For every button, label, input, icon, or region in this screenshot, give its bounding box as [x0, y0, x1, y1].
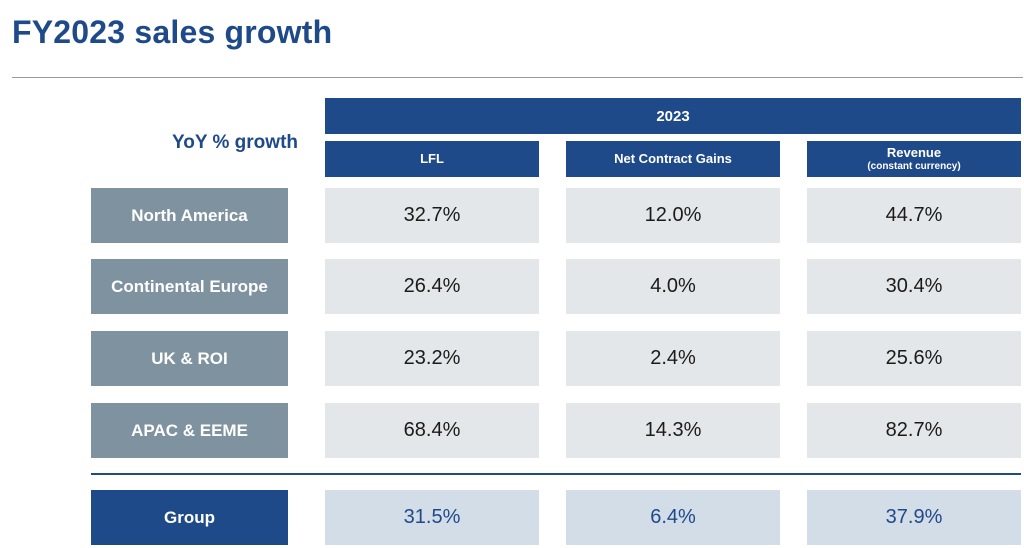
table-cell: 82.7%	[807, 403, 1021, 458]
page-title: FY2023 sales growth	[12, 14, 333, 50]
group-cell: 6.4%	[566, 490, 780, 545]
column-header-lfl: LFL	[325, 141, 539, 177]
group-cell: 31.5%	[325, 490, 539, 545]
year-header: 2023	[325, 98, 1021, 134]
table-cell: 26.4%	[325, 259, 539, 314]
row-label-uk-roi: UK & ROI	[91, 331, 288, 386]
column-header-net-contract-gains: Net Contract Gains	[566, 141, 780, 177]
table-cell: 68.4%	[325, 403, 539, 458]
table-cell: 25.6%	[807, 331, 1021, 386]
column-header-label: LFL	[420, 150, 444, 166]
column-header-revenue: Revenue (constant currency)	[807, 141, 1021, 177]
row-label-continental-europe: Continental Europe	[91, 259, 288, 314]
table-cell: 14.3%	[566, 403, 780, 458]
table-cell: 44.7%	[807, 188, 1021, 243]
table-cell: 2.4%	[566, 331, 780, 386]
column-header-label: Net Contract Gains	[614, 150, 732, 166]
table-cell: 23.2%	[325, 331, 539, 386]
row-caption: YoY % growth	[172, 132, 298, 153]
table-cell: 32.7%	[325, 188, 539, 243]
row-label-north-america: North America	[91, 188, 288, 243]
table-cell: 30.4%	[807, 259, 1021, 314]
table-cell: 12.0%	[566, 188, 780, 243]
title-divider	[12, 77, 1023, 78]
table-cell: 4.0%	[566, 259, 780, 314]
row-label-group: Group	[91, 490, 288, 545]
column-header-label: Revenue	[886, 144, 942, 160]
group-divider	[91, 473, 1021, 475]
column-header-sublabel: (constant currency)	[867, 160, 961, 172]
row-label-apac-eeme: APAC & EEME	[91, 403, 288, 458]
group-cell: 37.9%	[807, 490, 1021, 545]
